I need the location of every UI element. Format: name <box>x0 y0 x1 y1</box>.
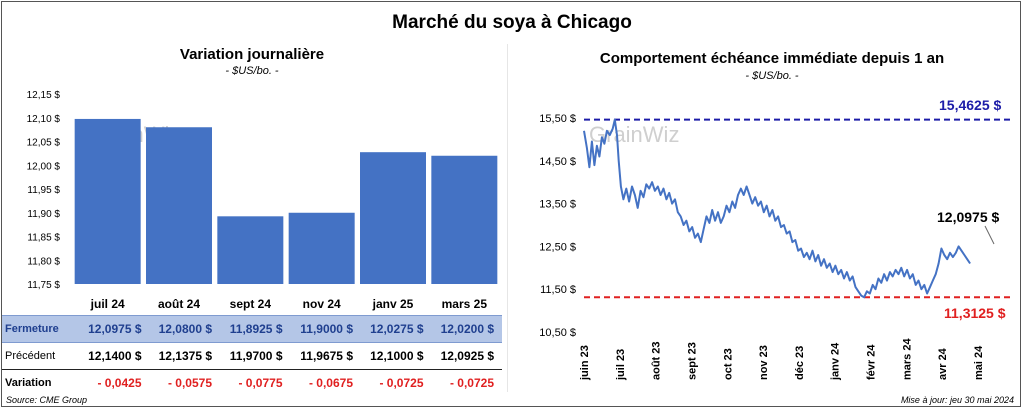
max-label: 15,4625 $ <box>939 97 1001 113</box>
bar-y-tick-label: 11,80 $ <box>27 256 60 267</box>
table-cell: - 0,0575 <box>167 376 212 390</box>
panel-divider <box>507 44 508 392</box>
bar-x-label: janv 25 <box>372 297 414 311</box>
right-chart-subtitle: - $US/bo. - <box>745 70 799 82</box>
line-x-label: déc 23 <box>794 346 806 380</box>
bar-x-label: nov 24 <box>303 297 341 311</box>
line-x-label: janv 24 <box>830 342 842 381</box>
table-cell: - 0,0775 <box>238 376 283 390</box>
table-cell: 12,1000 $ <box>361 342 432 370</box>
table-cell: 11,9000 $ <box>290 315 361 343</box>
bar-y-tick-label: 12,15 $ <box>27 90 61 101</box>
table-cell: 12,0975 $ <box>79 315 150 343</box>
table-cell: 12,0200 $ <box>431 315 502 343</box>
line-y-tick-label: 10,50 $ <box>539 327 576 339</box>
line-x-label: sept 23 <box>686 342 698 380</box>
table-row: Variation - 0,0425 - 0,0575 - 0,0775 - 0,067… <box>2 370 502 397</box>
table-row-label: Fermeture <box>2 315 79 343</box>
bar-3 <box>288 212 355 284</box>
last-value-label: 12,0975 $ <box>937 209 999 225</box>
bar-1 <box>146 127 212 284</box>
left-chart-title: Variation journalière <box>179 46 325 63</box>
line-y-tick-label: 15,50 $ <box>539 113 576 125</box>
bar-x-label: sept 24 <box>230 297 272 311</box>
bar-x-label: juil 24 <box>90 297 125 311</box>
line-y-tick-label: 13,50 $ <box>539 199 576 211</box>
price-table: Fermeture 12,0975 $12,0800 $11,8925 $11,9… <box>2 315 502 396</box>
update-note: Mise à jour: jeu 30 mai 2024 <box>900 395 1014 405</box>
line-y-tick-label: 14,50 $ <box>539 156 576 168</box>
line-x-label: mars 24 <box>901 338 913 380</box>
table-cell: - 0,0725 <box>379 376 424 390</box>
line-y-tick-label: 12,50 $ <box>539 241 576 253</box>
bar-y-tick-label: 11,90 $ <box>27 209 60 220</box>
table-cell: 11,9700 $ <box>220 342 291 370</box>
bar-4 <box>360 152 426 284</box>
table-cell: 12,0925 $ <box>431 342 502 370</box>
line-y-tick-label: 11,50 $ <box>540 284 576 296</box>
bar-x-label: mars 25 <box>442 297 488 311</box>
table-row-label: Précédent <box>2 342 79 370</box>
bar-y-tick-label: 12,00 $ <box>27 161 61 172</box>
table-cell: 11,9675 $ <box>290 342 361 370</box>
line-x-label: mai 24 <box>973 345 985 380</box>
bar-x-label: août 24 <box>158 297 200 311</box>
table-cell: 12,0800 $ <box>149 315 220 343</box>
table-row-label: Variation <box>5 377 52 389</box>
table-cell: 12,1400 $ <box>79 342 150 370</box>
bar-0 <box>74 118 141 284</box>
table-cell: 11,8925 $ <box>220 315 291 343</box>
last-value-leader <box>984 225 995 245</box>
bar-y-tick-label: 12,05 $ <box>27 138 61 149</box>
bar-5 <box>431 155 498 284</box>
table-row: Fermeture 12,0975 $12,0800 $11,8925 $11,9… <box>2 315 502 343</box>
bar-y-tick-label: 11,95 $ <box>27 185 60 196</box>
right-watermark: GrainWiz <box>589 122 679 147</box>
line-x-label: juin 23 <box>579 345 591 381</box>
table-cell: - 0,0675 <box>308 376 353 390</box>
bar-y-tick-label: 11,75 $ <box>27 280 60 291</box>
line-x-label: juil 23 <box>615 349 627 381</box>
line-x-label: févr 24 <box>866 344 878 380</box>
left-chart-subtitle: - $US/bo. - <box>225 65 279 77</box>
bar-y-tick-label: 11,85 $ <box>27 233 60 244</box>
line-x-label: août 23 <box>651 341 663 380</box>
bar-y-tick-label: 12,10 $ <box>27 114 61 125</box>
bar-chart: GrainWiz 11,75 $11,80 $11,85 $11,90 $11,… <box>27 90 498 311</box>
right-chart-title: Comportement échéance immédiate depuis 1… <box>599 50 945 67</box>
price-series-line <box>583 118 971 299</box>
table-cell: 12,1375 $ <box>149 342 220 370</box>
source-note: Source: CME Group <box>6 395 88 405</box>
min-label: 11,3125 $ <box>944 305 1006 321</box>
line-x-label: oct 23 <box>722 348 734 380</box>
table-row: Précédent 12,1400 $12,1375 $11,9700 $11,9… <box>2 342 502 370</box>
table-cell: 12,0275 $ <box>361 315 432 343</box>
line-x-label: nov 23 <box>758 345 770 380</box>
table-cell: - 0,0725 <box>449 376 494 390</box>
line-x-label: avr 24 <box>937 347 949 380</box>
table-cell: - 0,0425 <box>97 376 142 390</box>
main-title: Marché du soya à Chicago <box>392 12 632 33</box>
bar-2 <box>217 216 284 284</box>
